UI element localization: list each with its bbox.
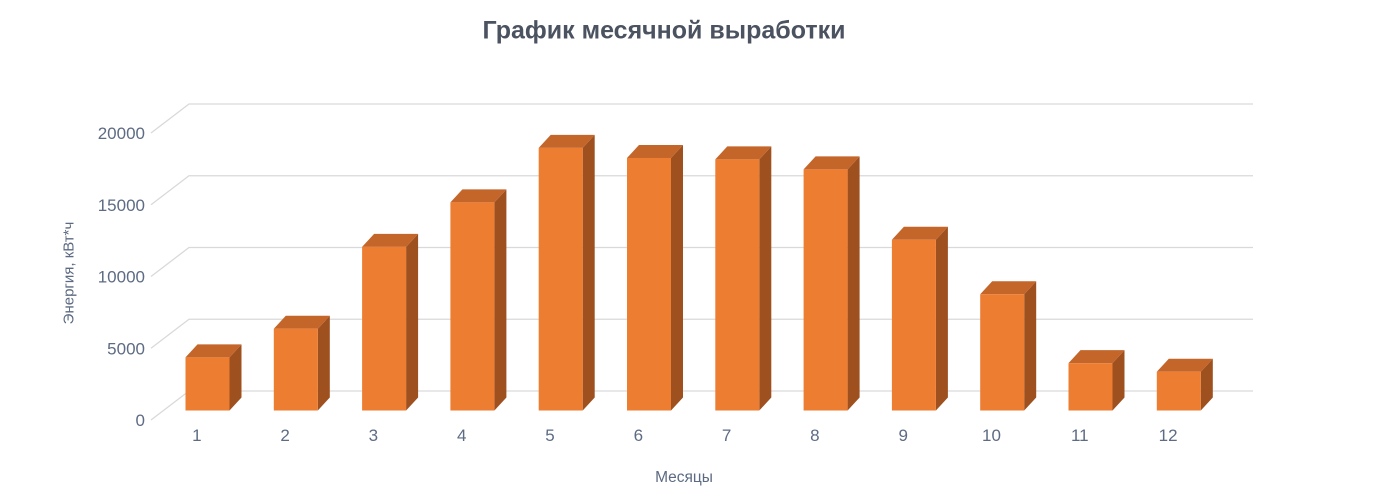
- y-tick-label: 15000: [98, 196, 145, 215]
- x-axis-title: Месяцы: [655, 469, 713, 486]
- bar-side-face: [317, 315, 330, 411]
- bar-month-11: [1068, 350, 1125, 411]
- x-tick-label: 8: [810, 426, 819, 445]
- bar-side-face: [759, 146, 772, 411]
- bar-side-face: [1112, 350, 1125, 411]
- bar-top-face: [1068, 350, 1125, 364]
- bar-top-face: [715, 146, 772, 160]
- bar-front-face: [1068, 363, 1113, 411]
- x-tick-label: 12: [1159, 426, 1178, 445]
- bar-side-face: [847, 156, 860, 411]
- bar-side-face: [406, 233, 419, 411]
- bar-front-face: [538, 147, 583, 411]
- bar-front-face: [1156, 371, 1201, 411]
- bar-top-face: [1156, 358, 1213, 372]
- bar-top-face: [538, 134, 595, 148]
- bar-front-face: [891, 239, 936, 411]
- bar-top-face: [980, 281, 1037, 295]
- gridline-10000: [150, 246, 1253, 278]
- bar-top-face: [362, 233, 419, 247]
- bar-side-face: [671, 144, 683, 411]
- x-tick-label: 6: [634, 426, 643, 445]
- bar-month-6: [627, 144, 683, 411]
- bar-top-face: [627, 144, 683, 158]
- x-tick-label: 7: [722, 426, 731, 445]
- bar-month-2: [273, 315, 330, 411]
- bar-top-face: [803, 156, 860, 170]
- y-axis-title: Энергия, кВт*ч: [60, 221, 78, 325]
- bar-month-12: [1156, 358, 1213, 411]
- x-tick-label: 2: [280, 426, 289, 445]
- y-tick-label: 0: [136, 411, 145, 430]
- bar-front-face: [185, 357, 230, 411]
- bar-front-face: [715, 159, 760, 411]
- y-axis-tick-labels: 0 5000 10000 15000 20000: [98, 124, 145, 430]
- bar-front-face: [980, 294, 1025, 411]
- bar-front-face: [803, 169, 848, 411]
- bar-side-face: [935, 226, 948, 411]
- gridline-15000: [150, 175, 1253, 206]
- bar-month-9: [891, 226, 948, 411]
- bar-month-3: [362, 233, 419, 411]
- bars: [185, 134, 1213, 411]
- bar-month-5: [538, 134, 595, 411]
- x-tick-label: 9: [898, 426, 907, 445]
- y-tick-label: 10000: [98, 268, 145, 287]
- x-tick-label: 11: [1071, 426, 1089, 445]
- bar-front-face: [362, 246, 407, 411]
- bar-side-face: [494, 189, 507, 411]
- bar-front-face: [273, 328, 318, 411]
- gridline-20000: [150, 103, 1253, 134]
- x-tick-label: 3: [369, 426, 378, 445]
- bar-top-face: [185, 344, 242, 358]
- bar-front-face: [627, 157, 671, 411]
- y-tick-label: 5000: [107, 339, 145, 358]
- bar-top-face: [273, 315, 330, 329]
- bar-side-face: [1200, 358, 1213, 411]
- x-tick-label: 10: [982, 426, 1001, 445]
- bar-side-face: [1024, 281, 1037, 411]
- chart-title: График месячной выработки: [482, 16, 846, 45]
- bar-front-face: [450, 202, 495, 411]
- bar-month-4: [450, 189, 507, 411]
- bar-month-1: [185, 344, 242, 411]
- x-axis-tick-labels: 1 2 3 4 5 6 7 8 9 10 11 12: [192, 426, 1177, 445]
- bar-side-face: [229, 344, 242, 411]
- x-tick-label: 1: [192, 426, 201, 445]
- x-tick-label: 4: [457, 426, 466, 445]
- y-tick-label: 20000: [98, 124, 145, 143]
- bar-top-face: [450, 189, 507, 203]
- x-tick-label: 5: [545, 426, 554, 445]
- bar-side-face: [582, 134, 595, 411]
- bar-top-face: [891, 226, 948, 240]
- bar-month-8: [803, 156, 860, 411]
- bar-month-10: [980, 281, 1037, 411]
- bar-month-7: [715, 146, 772, 411]
